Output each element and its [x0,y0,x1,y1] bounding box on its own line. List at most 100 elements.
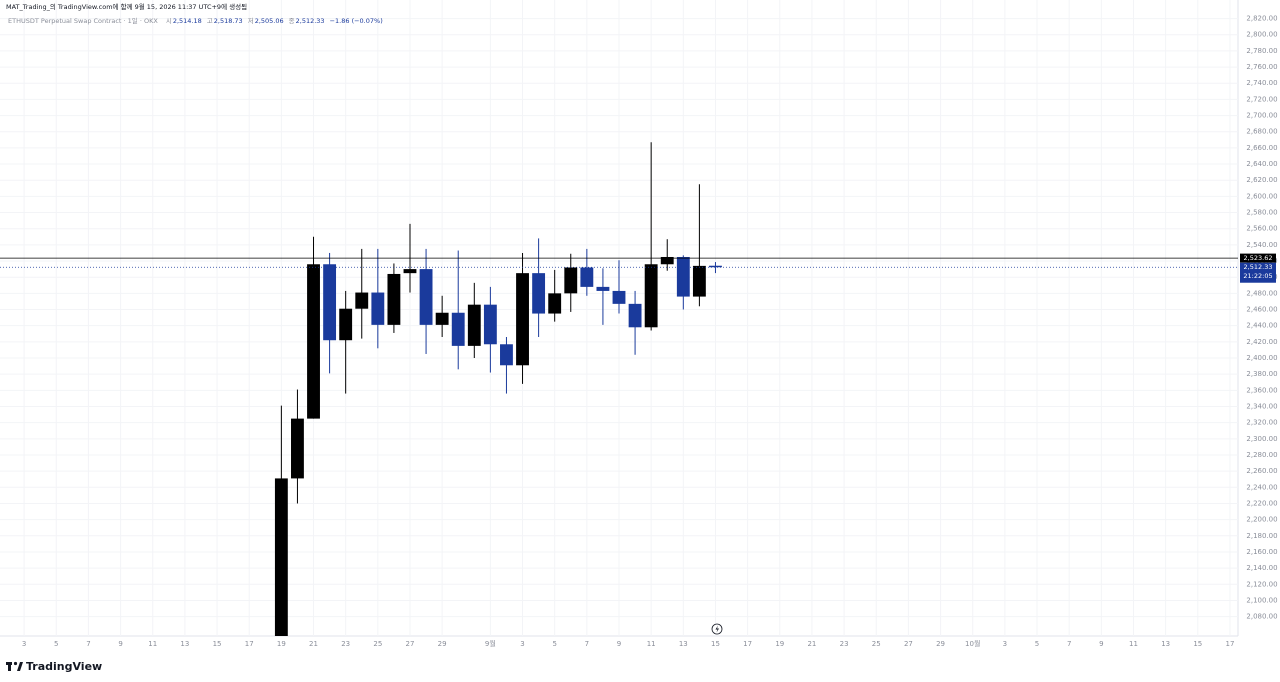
x-tick-label: 19 [277,640,286,648]
y-tick-label: 2,800.00 [1246,31,1277,39]
y-tick-label: 2,680.00 [1246,128,1277,136]
y-tick-label: 2,200.00 [1246,516,1277,524]
candle-body [371,292,385,325]
candle-body [274,478,288,636]
candle-body [580,267,594,287]
x-tick-label: 3 [1003,640,1007,648]
legend-value: 2,512.33 [296,17,325,25]
y-tick-label: 2,140.00 [1246,564,1277,572]
y-tick-label: 2,340.00 [1246,402,1277,410]
y-tick-label: 2,180.00 [1246,532,1277,540]
candle-body [500,344,513,366]
y-tick-label: 2,820.00 [1246,15,1277,23]
x-tick-label: 29 [438,640,447,648]
candle-body [644,264,658,328]
x-tick-label: 3 [520,640,524,648]
y-tick-label: 2,600.00 [1246,192,1277,200]
y-tick-label: 2,440.00 [1246,322,1277,330]
caption: MAT_Trading_의 TradingView.com에 함께 9월 15,… [6,2,247,11]
legend-value: 2,505.06 [255,17,284,25]
x-tick-label: 13 [1161,640,1170,648]
candle-body [483,304,497,345]
y-tick-label: 2,240.00 [1246,483,1277,491]
candle-body [435,312,449,325]
y-tick-label: 2,700.00 [1246,112,1277,120]
candle-body [323,264,337,341]
x-tick-label: 9월 [485,639,496,648]
y-tick-label: 2,280.00 [1246,451,1277,459]
candle-body [467,304,481,346]
y-tick-label: 2,400.00 [1246,354,1277,362]
x-tick-label: 7 [585,640,589,648]
x-tick-label: 3 [22,640,26,648]
x-tick-label: 23 [840,640,849,648]
y-tick-label: 2,540.00 [1246,241,1277,249]
brand-logo: TradingView [6,660,102,673]
price-tag [1240,253,1276,263]
x-tick-label: 25 [872,640,881,648]
y-tick-label: 2,220.00 [1246,499,1277,507]
x-tick-label: 9 [1099,640,1103,648]
x-tick-label: 11 [647,640,656,648]
countdown: 21:22:05 [1243,272,1272,280]
candle-body [676,256,690,297]
y-tick-label: 2,360.00 [1246,386,1277,394]
candle-body [660,256,674,265]
y-tick-label: 2,320.00 [1246,419,1277,427]
candle-body [612,290,626,304]
y-tick-label: 2,780.00 [1246,47,1277,55]
y-tick-label: 2,480.00 [1246,289,1277,297]
x-tick-label: 27 [904,640,913,648]
x-tick-label: 19 [775,640,784,648]
x-tick-label: 25 [373,640,382,648]
x-tick-label: 13 [180,640,189,648]
y-tick-label: 2,300.00 [1246,435,1277,443]
y-tick-label: 2,420.00 [1246,338,1277,346]
legend-title: ETHUSDT Perpetual Swap Contract · 1일 · O… [8,16,158,25]
y-tick-label: 2,120.00 [1246,580,1277,588]
x-tick-label: 10월 [965,639,980,648]
y-tick-label: 2,620.00 [1246,176,1277,184]
x-tick-label: 5 [1035,640,1039,648]
price-tag-label: 2,523.62 [1244,254,1273,262]
y-tick-label: 2,640.00 [1246,160,1277,168]
legend-label: 종 [289,17,295,25]
x-tick-label: 9 [617,640,621,648]
x-tick-label: 27 [406,640,415,648]
candle-body [516,273,529,366]
candle-body [692,265,706,297]
plot [0,142,1238,636]
candle-body [709,265,722,268]
y-tick-label: 2,660.00 [1246,144,1277,152]
y-tick-label: 2,760.00 [1246,63,1277,71]
candle-body [307,264,320,419]
candle-body [403,269,417,274]
x-tick-label: 15 [1193,640,1202,648]
y-tick-label: 2,580.00 [1246,209,1277,217]
candle-body [564,267,578,294]
legend-label: 고 [207,17,213,25]
y-tick-label: 2,260.00 [1246,467,1277,475]
x-tick-label: 7 [86,640,90,648]
x-tick-label: 23 [341,640,350,648]
grid [0,0,1238,636]
candle-body [339,308,353,341]
x-tick-label: 17 [1226,640,1235,648]
y-tick-label: 2,100.00 [1246,596,1277,604]
y-tick-label: 2,460.00 [1246,306,1277,314]
candle-body [532,273,546,314]
logo-part [17,662,23,671]
candle-body [628,303,642,328]
x-tick-label: 17 [743,640,752,648]
x-tick-label: 29 [936,640,945,648]
x-tick-label: 21 [807,640,816,648]
x-tick-label: 11 [1129,640,1138,648]
x-tick-label: 13 [679,640,688,648]
legend-value: 2,514.18 [173,17,202,25]
x-tick-label: 7 [1067,640,1071,648]
legend-value: 2,518.73 [214,17,243,25]
x-tick-label: 11 [148,640,157,648]
y-tick-label: 2,380.00 [1246,370,1277,378]
